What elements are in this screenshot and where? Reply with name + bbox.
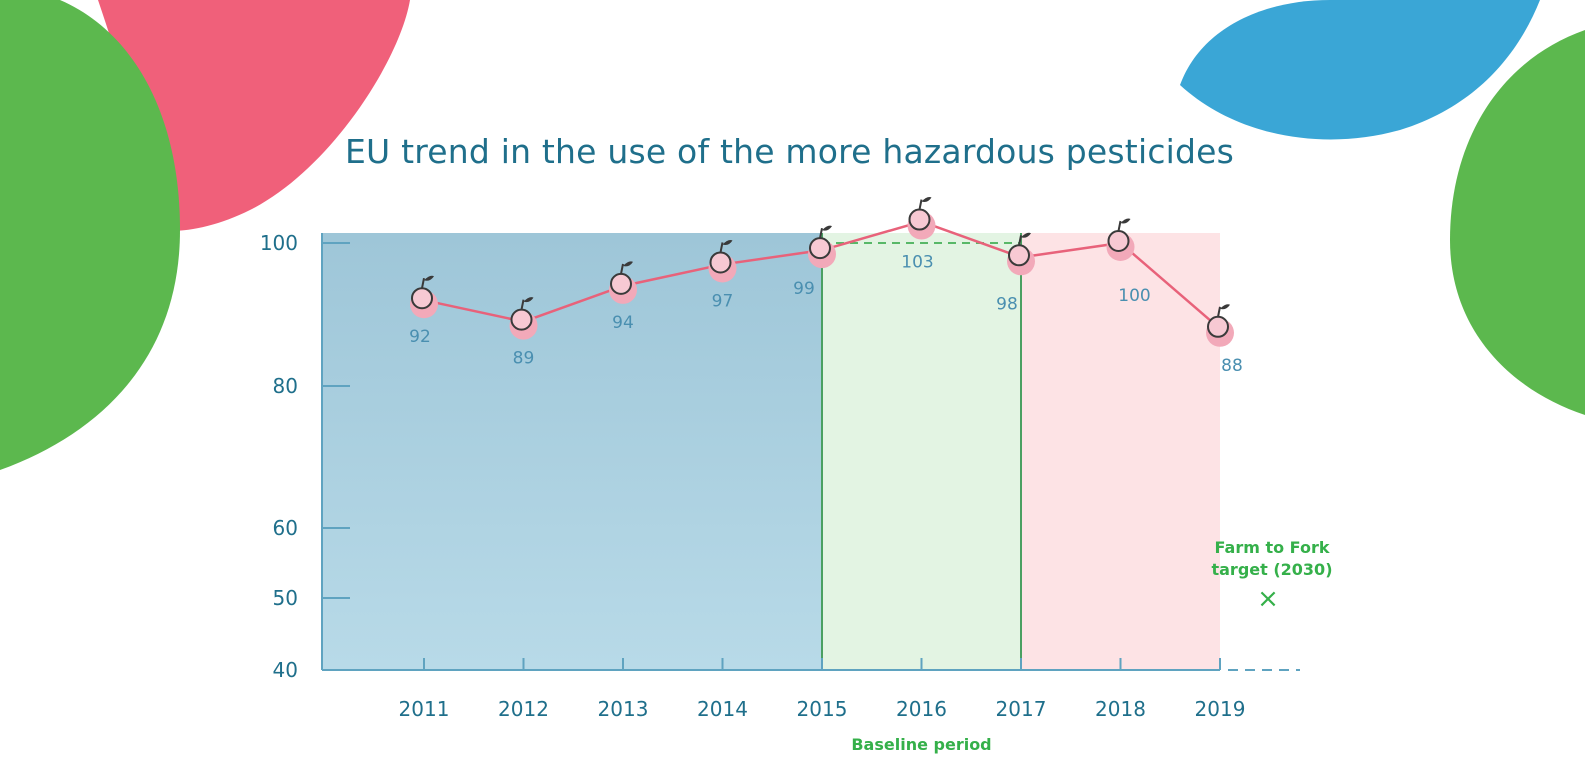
green-leaf-left-shape <box>0 0 180 470</box>
apple-icon <box>410 275 438 319</box>
apple-leaf <box>722 239 733 245</box>
apple-icon <box>1206 304 1234 347</box>
apple-icon <box>1106 218 1135 261</box>
y-tick-label: 50 <box>273 586 298 610</box>
x-tick-label: 2016 <box>896 697 947 721</box>
data-label: 99 <box>793 279 815 299</box>
apple-stem <box>719 242 724 253</box>
apple-body <box>1107 230 1130 252</box>
apple-body <box>908 208 931 231</box>
y-tick-label: 60 <box>273 516 298 540</box>
green-leaf-right-shape <box>1450 30 1585 415</box>
apple-stem <box>918 199 923 210</box>
apple-stem <box>819 227 823 239</box>
band-pink <box>1021 233 1220 670</box>
apple-stem <box>1018 235 1022 246</box>
data-label: 98 <box>996 294 1018 314</box>
blue-leaf-shape <box>1180 0 1540 140</box>
apple-icon <box>509 297 538 340</box>
data-label: 92 <box>409 327 431 347</box>
target-label-line1: Farm to Fork <box>1215 538 1330 557</box>
apple-leaf <box>1120 218 1131 224</box>
x-tick-label: 2012 <box>498 697 549 721</box>
band-blue <box>322 233 822 670</box>
apple-body <box>709 251 732 274</box>
x-tick-label: 2013 <box>598 697 649 721</box>
apple-icon <box>808 225 836 269</box>
apple-leaf <box>1220 304 1230 310</box>
apple-icon <box>907 197 936 240</box>
apple-leaf <box>623 261 633 267</box>
apple-body <box>809 237 831 260</box>
band-green <box>822 233 1021 670</box>
data-label: 88 <box>1221 356 1243 376</box>
apple-leaf <box>523 297 534 303</box>
apple-stem <box>1217 306 1221 317</box>
apple-icon <box>708 239 737 283</box>
apple-stem <box>1117 220 1122 232</box>
apple-icon <box>1007 232 1035 276</box>
apple-leaf <box>921 197 932 203</box>
apple-body <box>411 287 433 310</box>
apple-body <box>1207 315 1229 338</box>
baseline-period-label: Baseline period <box>851 735 991 754</box>
red-leaf-shape <box>98 0 410 231</box>
apple-icon <box>609 261 637 304</box>
target-marker: × <box>1257 584 1279 614</box>
y-tick-label: 80 <box>273 374 298 398</box>
apple-leaf <box>1021 232 1031 238</box>
x-tick-label: 2018 <box>1095 697 1146 721</box>
x-tick-label: 2019 <box>1195 697 1246 721</box>
apple-leaf <box>822 225 832 231</box>
x-tick-label: 2015 <box>797 697 848 721</box>
apple-leaf <box>424 275 434 281</box>
x-tick-label: 2014 <box>697 697 748 721</box>
apple-body <box>510 308 533 331</box>
data-label: 97 <box>712 291 734 311</box>
data-label: 94 <box>612 313 634 333</box>
y-tick-label: 40 <box>273 658 298 682</box>
apple-body <box>610 272 632 295</box>
y-tick-label: 100 <box>260 231 298 255</box>
data-label: 100 <box>1118 286 1150 306</box>
data-label: 89 <box>513 349 535 369</box>
apple-stem <box>520 299 525 310</box>
x-tick-label: 2017 <box>996 697 1047 721</box>
apple-stem <box>421 278 425 289</box>
data-label: 103 <box>901 253 933 273</box>
target-label-line2: target (2030) <box>1211 560 1332 579</box>
apple-body <box>1008 244 1030 267</box>
chart-title: EU trend in the use of the more hazardou… <box>345 132 1235 171</box>
apple-stem <box>620 263 624 275</box>
x-tick-label: 2011 <box>399 697 450 721</box>
